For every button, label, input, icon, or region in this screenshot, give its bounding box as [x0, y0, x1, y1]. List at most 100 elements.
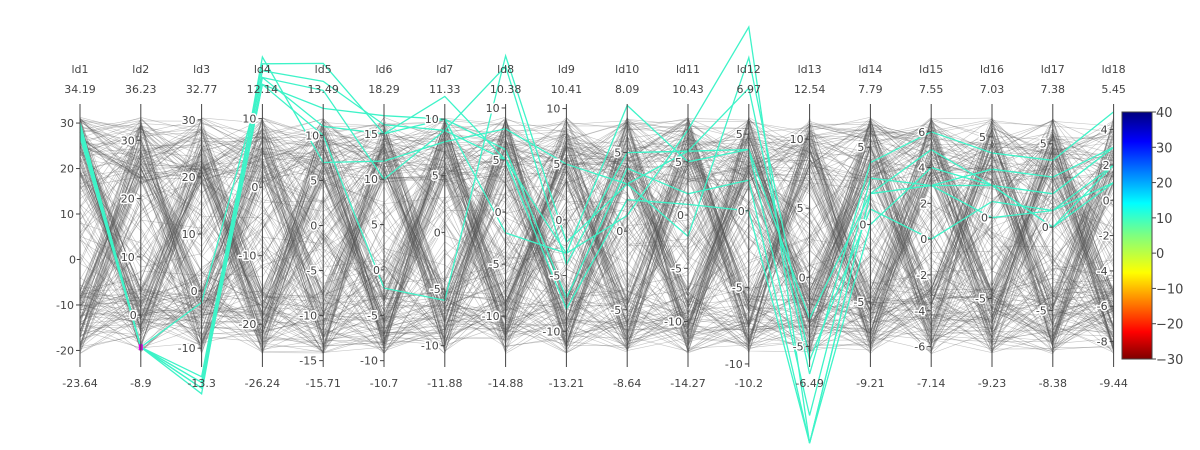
background-line — [79, 120, 1114, 346]
background-line — [79, 120, 1114, 349]
tick-label: 20 — [182, 171, 196, 184]
background-line — [79, 133, 1114, 352]
background-line — [79, 117, 1114, 354]
tick-label: -5 — [732, 281, 743, 294]
background-line — [79, 122, 1114, 349]
axis-max-label: 7.03 — [980, 83, 1005, 96]
background-line — [79, 120, 1114, 352]
background-line — [79, 118, 1114, 348]
background-line — [79, 117, 1114, 353]
tick-label: 0 — [616, 225, 623, 238]
tick-label: 5 — [432, 170, 439, 183]
background-line — [79, 138, 1114, 351]
tick-label: -10 — [725, 358, 743, 371]
background-line — [79, 118, 1114, 352]
tick-label: -5 — [1036, 305, 1047, 318]
background-line — [79, 137, 1114, 354]
background-line — [79, 121, 1114, 321]
background-line — [79, 117, 1114, 346]
background-line — [79, 131, 1114, 347]
axis-max-label: 7.38 — [1041, 83, 1066, 96]
background-line — [79, 119, 1114, 348]
background-line — [79, 122, 1114, 344]
background-line — [79, 119, 1114, 353]
highlighted-line — [79, 65, 1115, 384]
background-line — [79, 132, 1114, 347]
background-line — [79, 117, 1114, 354]
tick-label: -2 — [916, 269, 927, 282]
background-line — [79, 140, 1114, 352]
axis-ld17: ld17 7.38 -8.38 5 0 -5 — [1034, 63, 1067, 390]
axis-min-label: -13.3 — [187, 377, 215, 390]
axis-max-label: 13.49 — [307, 83, 339, 96]
background-line — [79, 117, 1114, 349]
tick-label: 15 — [364, 128, 378, 141]
background-line — [79, 119, 1114, 348]
background-line — [79, 147, 1114, 330]
background-line — [79, 119, 1114, 330]
axis-max-label: 36.23 — [125, 83, 157, 96]
colorbar: 40 30 20 10 0 −10 −20 −30 — [1121, 106, 1183, 368]
axis-max-label: 32.77 — [186, 83, 218, 96]
background-line — [79, 124, 1114, 355]
axis-max-label: 10.43 — [672, 83, 704, 96]
background-line — [79, 117, 1114, 349]
axis-max-label: 10.41 — [551, 83, 583, 96]
background-line — [79, 147, 1114, 353]
background-line — [79, 134, 1114, 353]
axis-max-label: 10.38 — [490, 83, 522, 96]
axis-max-label: 11.33 — [429, 83, 461, 96]
background-line — [79, 118, 1114, 346]
axis-title: ld12 — [737, 63, 761, 76]
tick-label: 0 — [555, 214, 562, 227]
background-line — [79, 140, 1114, 345]
background-line — [79, 126, 1114, 347]
background-line — [79, 128, 1114, 352]
tick-label: -6 — [1097, 300, 1108, 313]
background-line — [79, 135, 1114, 349]
background-line — [79, 127, 1114, 334]
background-line — [79, 119, 1114, 354]
background-line — [79, 119, 1114, 333]
background-line — [79, 121, 1114, 340]
axis-title: ld3 — [193, 63, 210, 76]
tick-label: -20 — [238, 318, 256, 331]
background-line — [79, 126, 1114, 345]
tick-label: 0 — [1042, 221, 1049, 234]
background-line — [79, 125, 1114, 354]
axis-ld8: ld8 10.38 -14.88 10 5 0 -5 -10 — [480, 63, 523, 390]
background-line — [79, 120, 1114, 320]
background-line — [79, 126, 1114, 347]
axis-max-label: 7.79 — [858, 83, 883, 96]
background-line — [79, 122, 1114, 349]
background-line — [79, 122, 1114, 352]
background-line — [79, 119, 1114, 352]
background-line — [79, 118, 1114, 345]
background-line — [79, 120, 1114, 348]
axis-title: ld8 — [497, 63, 514, 76]
background-line — [79, 118, 1114, 344]
tick-label: -5 — [549, 270, 560, 283]
tick-label: 0 — [1103, 194, 1110, 207]
background-line — [79, 147, 1114, 354]
background-line — [79, 120, 1114, 337]
tick-label: 5 — [371, 219, 378, 232]
background-line — [79, 119, 1114, 345]
axis-title: ld6 — [375, 63, 392, 76]
tick-label: 5 — [979, 131, 986, 144]
background-lines — [79, 116, 1114, 355]
tick-label: -5 — [610, 304, 621, 317]
background-line — [79, 142, 1114, 347]
background-line — [79, 120, 1114, 321]
background-line — [79, 116, 1114, 341]
axis-max-label: 6.97 — [737, 83, 762, 96]
background-line — [79, 133, 1114, 352]
tick-label: 0 — [799, 271, 806, 284]
background-line — [79, 118, 1114, 341]
background-line — [79, 121, 1114, 353]
background-line — [79, 122, 1114, 350]
background-line — [79, 117, 1114, 342]
axis-title: ld4 — [254, 63, 271, 76]
background-line — [79, 120, 1114, 322]
background-line — [79, 120, 1114, 354]
